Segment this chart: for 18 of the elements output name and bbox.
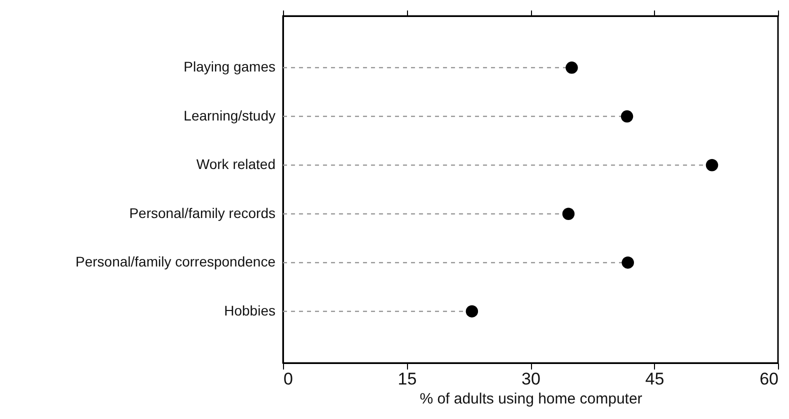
point xyxy=(622,256,634,269)
x-tick-label: 30 xyxy=(522,370,540,388)
x-tick-label: 15 xyxy=(398,370,417,388)
point xyxy=(620,110,634,123)
y-tick-label: Playing games xyxy=(184,58,276,75)
point xyxy=(566,62,578,74)
point xyxy=(562,208,575,220)
y-tick-label: Learning/study xyxy=(184,107,276,124)
y-tick-label: Personal/family records xyxy=(129,204,276,221)
point xyxy=(706,159,718,172)
y-tick-label: Personal/family correspondence xyxy=(76,254,276,270)
point xyxy=(466,305,478,318)
y-tick-label: Work related xyxy=(196,156,276,172)
x-axis-title: % of adults using home computer xyxy=(420,390,642,408)
x-tick-label: 0 xyxy=(284,370,293,388)
y-tick-label: Hobbies xyxy=(224,302,276,318)
x-tick-label: 45 xyxy=(645,370,664,388)
x-tick-label: 60 xyxy=(760,370,778,388)
